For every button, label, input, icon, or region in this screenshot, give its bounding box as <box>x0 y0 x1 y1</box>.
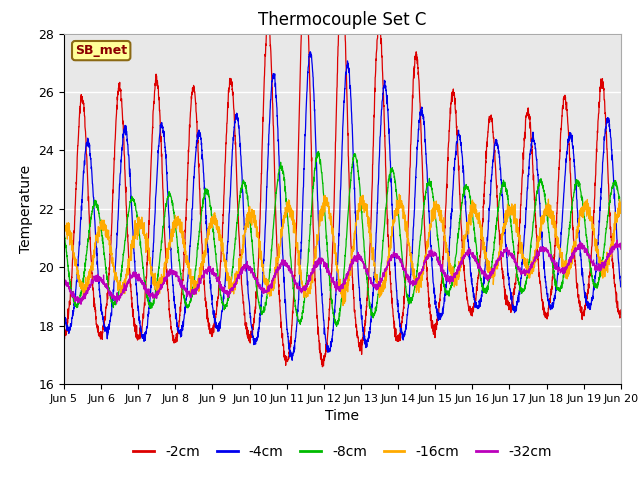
-4cm <box>124 140 131 146</box>
-32cm <box>60 276 68 281</box>
-32cm <box>617 246 625 252</box>
-32cm <box>157 285 164 291</box>
-8cm <box>333 324 340 329</box>
-4cm <box>606 127 614 133</box>
-4cm <box>157 123 164 129</box>
Line: -2cm: -2cm <box>64 0 621 367</box>
-16cm <box>547 211 554 217</box>
-4cm <box>617 284 625 289</box>
Y-axis label: Temperature: Temperature <box>19 165 33 253</box>
-32cm <box>613 237 621 243</box>
Line: -32cm: -32cm <box>64 240 621 304</box>
-8cm <box>606 192 614 198</box>
-2cm <box>60 336 68 342</box>
-32cm <box>274 266 282 272</box>
Line: -16cm: -16cm <box>64 194 621 306</box>
-4cm <box>306 49 314 55</box>
-16cm <box>339 303 347 309</box>
-4cm <box>547 302 554 308</box>
-8cm <box>124 216 131 221</box>
-8cm <box>298 314 305 320</box>
-8cm <box>274 179 282 184</box>
-32cm <box>124 281 132 287</box>
-2cm <box>157 130 164 136</box>
-2cm <box>298 18 305 24</box>
-2cm <box>617 307 625 313</box>
-16cm <box>606 254 614 260</box>
-8cm <box>547 240 554 245</box>
Line: -8cm: -8cm <box>64 152 621 326</box>
-4cm <box>289 358 296 363</box>
-16cm <box>157 286 164 291</box>
Line: -4cm: -4cm <box>64 52 621 360</box>
-32cm <box>546 252 554 257</box>
-2cm <box>274 260 282 265</box>
X-axis label: Time: Time <box>325 409 360 423</box>
-16cm <box>274 256 282 262</box>
-4cm <box>60 307 68 313</box>
-32cm <box>298 286 306 292</box>
-4cm <box>274 122 282 128</box>
Legend: -2cm, -4cm, -8cm, -16cm, -32cm: -2cm, -4cm, -8cm, -16cm, -32cm <box>128 440 557 465</box>
-16cm <box>617 209 625 215</box>
-32cm <box>606 248 614 253</box>
-8cm <box>315 149 323 155</box>
-2cm <box>547 300 554 305</box>
-16cm <box>60 212 68 217</box>
-8cm <box>157 249 164 255</box>
-16cm <box>298 279 305 285</box>
Title: Thermocouple Set C: Thermocouple Set C <box>258 11 427 29</box>
-2cm <box>319 364 326 370</box>
-2cm <box>606 226 614 232</box>
-16cm <box>396 192 403 197</box>
-8cm <box>60 228 68 234</box>
-32cm <box>77 301 85 307</box>
-2cm <box>124 234 131 240</box>
-16cm <box>124 266 131 272</box>
-8cm <box>617 209 625 215</box>
Text: SB_met: SB_met <box>75 44 127 57</box>
-4cm <box>298 230 306 236</box>
